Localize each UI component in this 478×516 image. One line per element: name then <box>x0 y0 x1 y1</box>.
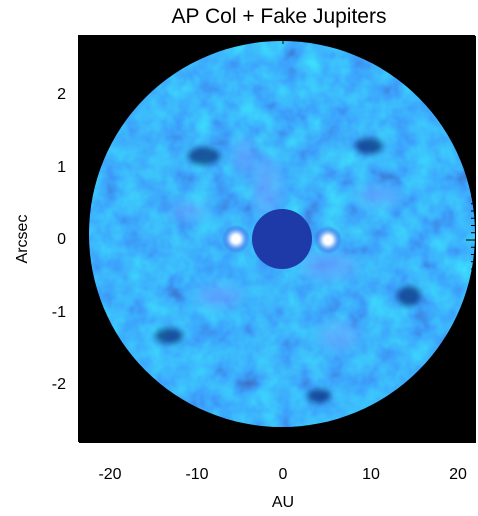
occulted-star-mask <box>252 209 312 269</box>
x-tick-label: 0 <box>278 466 288 483</box>
y-axis-label: Arcsec <box>14 214 31 264</box>
y-tick-label: 2 <box>57 86 66 103</box>
x-tick-label: 10 <box>362 466 380 483</box>
fake-planet-left <box>222 225 250 253</box>
y-tick-label: -2 <box>51 376 66 393</box>
y-tick-label: 0 <box>57 231 66 248</box>
x-tick-label: -10 <box>185 466 209 483</box>
x-tick-label: -20 <box>98 466 122 483</box>
y-tick-label: -1 <box>51 304 66 321</box>
figure-title: AP Col + Fake Jupiters <box>171 5 387 28</box>
image-panel <box>78 35 476 443</box>
fake-planet-right <box>314 226 342 254</box>
y-tick-label: 1 <box>57 159 66 176</box>
x-tick-label: 20 <box>449 466 467 483</box>
x-axis-label: AU <box>271 494 295 511</box>
speckle-image <box>79 36 476 443</box>
